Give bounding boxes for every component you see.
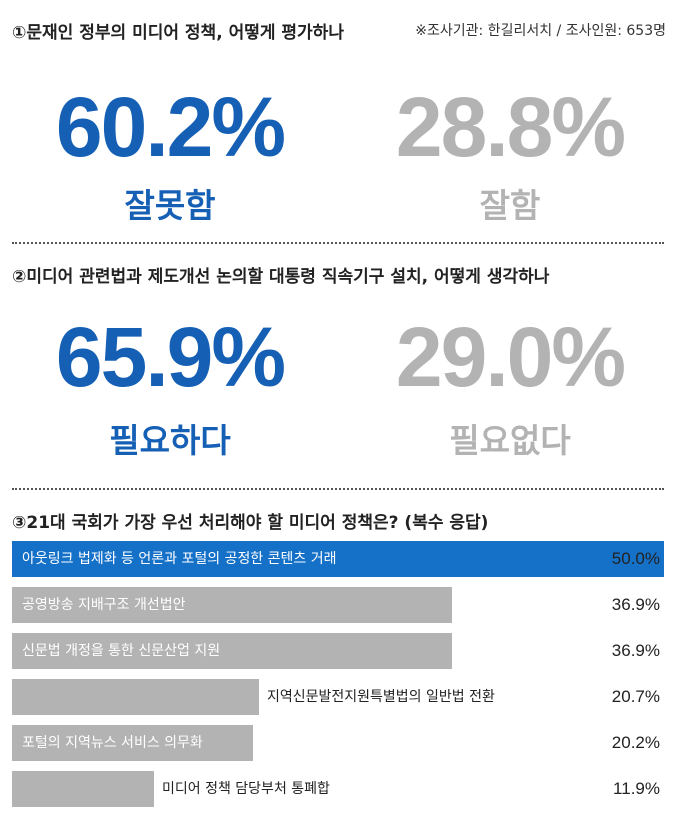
bar-label: 미디어 정책 담당부처 통폐합 — [162, 781, 330, 797]
source-note: ※조사기관: 한길리서치 / 조사인원: 653명 — [415, 23, 666, 39]
bar — [12, 587, 452, 623]
bar-row: 아웃링크 법제화 등 언론과 포털의 공정한 콘텐츠 거래 50.0% — [12, 541, 664, 577]
divider-2 — [12, 488, 664, 490]
bar-value-label: 11.9% — [613, 779, 660, 798]
q1-title: ①문재인 정부의 미디어 정책, 어떻게 평가하나 — [12, 23, 344, 43]
bar-value-label: 36.9% — [611, 641, 660, 660]
bar-label: 아웃링크 법제화 등 언론과 포털의 공정한 콘텐츠 거래 — [22, 551, 337, 567]
bar-label: 포털의 지역뉴스 서비스 의무화 — [22, 735, 203, 751]
q3-title: ③21대 국회가 가장 우선 처리해야 할 미디어 정책은? (복수 응답) — [12, 513, 489, 533]
bar — [12, 725, 253, 761]
bar-row: 미디어 정책 담당부처 통폐합 11.9% — [12, 771, 664, 807]
bar-row: 신문법 개정을 통한 신문산업 지원 36.9% — [12, 633, 664, 669]
q1-left-label: 잘못함 — [124, 186, 216, 225]
bar-label: 공영방송 지배구조 개선법안 — [22, 597, 186, 613]
q2-title: ②미디어 관련법과 제도개선 논의할 대통령 직속기구 설치, 어떻게 생각하나 — [12, 267, 550, 287]
bar — [12, 541, 664, 577]
bar-label: 신문법 개정을 통한 신문산업 지원 — [22, 643, 221, 659]
divider-1 — [12, 242, 664, 244]
bar-row: 지역신문발전지원특별법의 일반법 전환 20.7% — [12, 679, 664, 715]
bar-label: 지역신문발전지원특별법의 일반법 전환 — [267, 689, 495, 705]
q1-left-percent: 60.2% — [55, 80, 286, 174]
q2-right-label: 필요없다 — [449, 421, 571, 460]
q2-left-label: 필요하다 — [109, 421, 231, 460]
q3-bar-chart: 아웃링크 법제화 등 언론과 포털의 공정한 콘텐츠 거래 50.0% 공영방송 지… — [12, 541, 664, 817]
q2-right-percent: 29.0% — [395, 310, 626, 404]
bar — [12, 679, 259, 715]
bar-row: 공영방송 지배구조 개선법안 36.9% — [12, 587, 664, 623]
bar — [12, 633, 452, 669]
q1-right-percent: 28.8% — [395, 80, 626, 174]
bar-value-label: 20.2% — [611, 733, 660, 752]
bar-value-label: 50.0% — [611, 549, 660, 568]
bar-row: 포털의 지역뉴스 서비스 의무화 20.2% — [12, 725, 664, 761]
q1-right-label: 잘함 — [479, 186, 541, 225]
bar — [12, 771, 154, 807]
bar-value-label: 20.7% — [611, 687, 660, 706]
bar-value-label: 36.9% — [611, 595, 660, 614]
q2-left-percent: 65.9% — [55, 310, 286, 404]
